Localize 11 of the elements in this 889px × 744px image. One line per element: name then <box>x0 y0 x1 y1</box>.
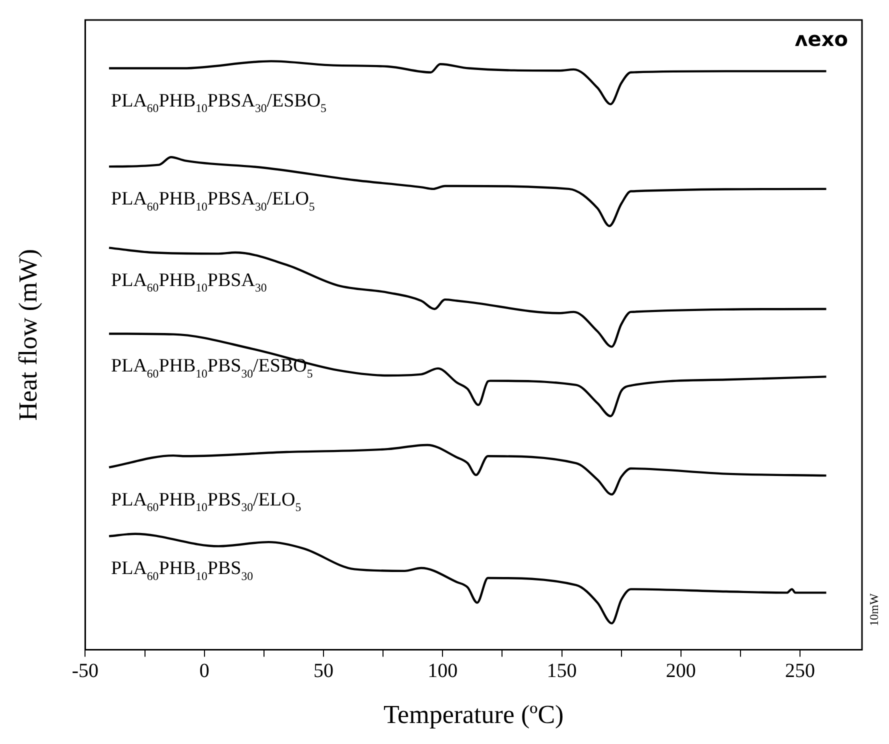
x-tick-label: 200 <box>666 660 696 682</box>
x-tick-label: -50 <box>72 660 99 682</box>
x-tick-label: 100 <box>428 660 458 682</box>
x-axis-title: Temperature (ºC) <box>383 700 564 730</box>
y-axis-title: Heat flow (mW) <box>13 248 42 421</box>
x-tick-label: 50 <box>313 660 334 682</box>
x-tick-label: 0 <box>199 660 210 682</box>
text: 10mW <box>867 592 881 626</box>
text: ʌexo <box>794 27 848 51</box>
x-tick-label: 250 <box>785 660 816 682</box>
x-tick-label: 150 <box>546 660 577 682</box>
